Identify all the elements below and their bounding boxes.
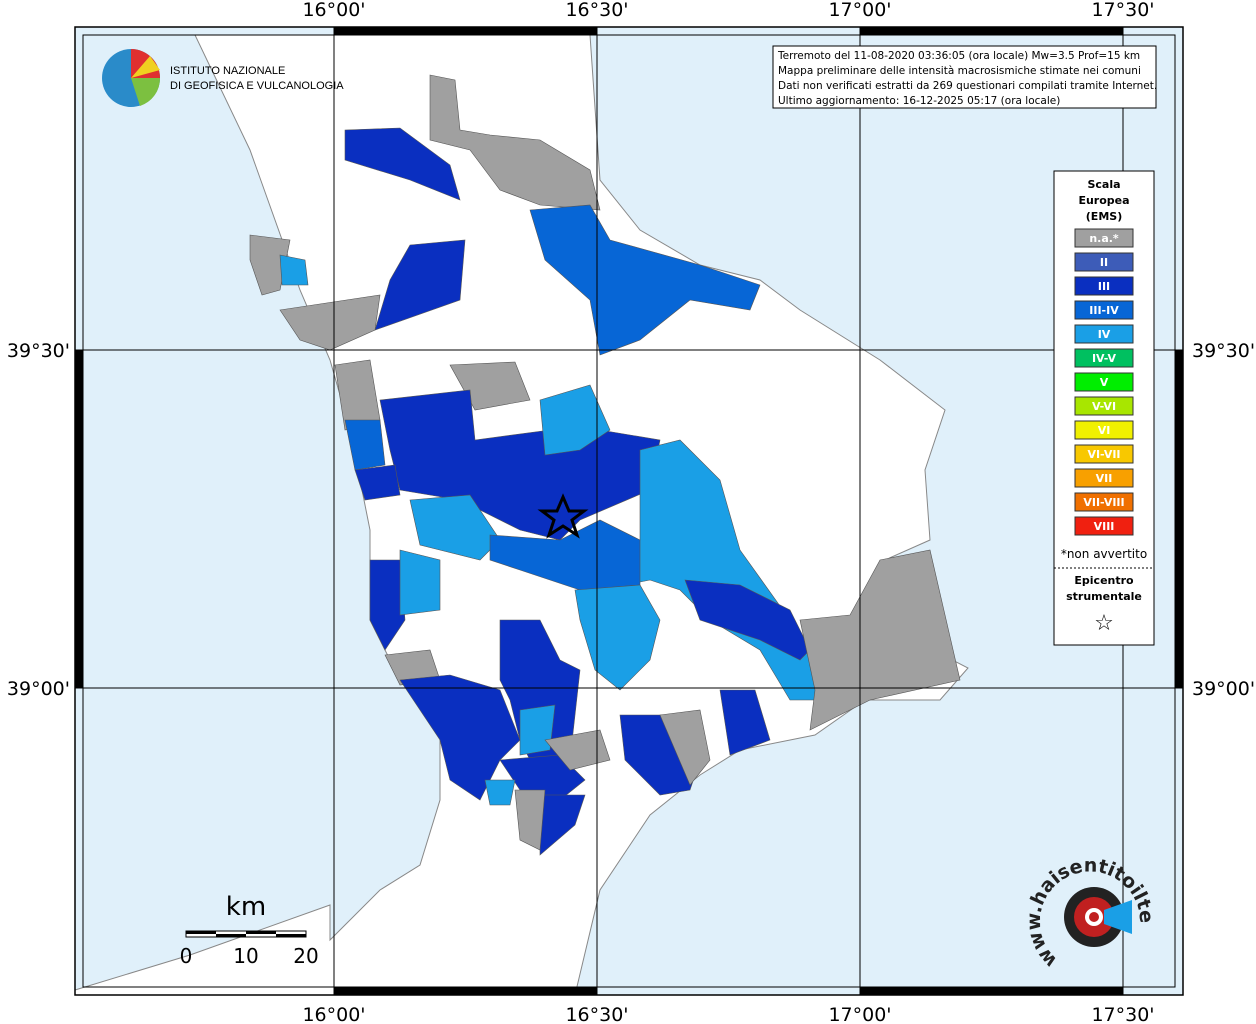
lon-label: 17°00' (828, 1004, 891, 1024)
lat-label: 39°30' (1192, 340, 1255, 362)
legend-swatch (1074, 492, 1134, 512)
lon-label: 17°00' (828, 0, 891, 21)
scale-tick: 20 (293, 944, 318, 968)
legend-swatch (1074, 228, 1134, 248)
info-line: Terremoto del 11-08-2020 03:36:05 (ora l… (777, 50, 1140, 62)
epicenter-symbol: ☆ (1094, 611, 1114, 636)
institute-line: ISTITUTO NAZIONALE (170, 65, 285, 77)
legend-swatch (1074, 516, 1134, 536)
scale-bar: km 0 10 20 (180, 892, 319, 968)
legend-title: (EMS) (1086, 210, 1122, 223)
institute-line: DI GEOFISICA E VULCANOLOGIA (170, 80, 344, 92)
epicenter-label: Epicentro (1074, 574, 1134, 587)
epicenter-star (537, 493, 589, 539)
legend-label: V (1100, 376, 1109, 389)
ingv-logo: ISTITUTO NAZIONALE DI GEOFISICA E VULCAN… (102, 49, 344, 107)
legend-label: V-VI (1092, 400, 1116, 413)
info-line: Ultimo aggiornamento: 16-12-2025 05:17 (… (778, 95, 1060, 107)
legend-swatch (1074, 468, 1134, 488)
legend: Scala Europea (EMS) *non avvertito Epice… (1053, 170, 1155, 646)
legend-label: III (1098, 280, 1110, 293)
legend-swatch (1074, 324, 1134, 344)
legend-swatch (1074, 252, 1134, 272)
legend-label: IV (1098, 328, 1111, 341)
legend-label: VI (1098, 424, 1111, 437)
legend-note: *non avvertito (1061, 547, 1147, 561)
lon-label: 17°30' (1091, 1004, 1154, 1024)
legend-title: Europea (1078, 194, 1129, 207)
legend-label: VII-VIII (1083, 496, 1124, 509)
legend-label: II (1100, 256, 1108, 269)
lon-label: 16°00' (302, 1004, 365, 1024)
lon-label: 16°00' (302, 0, 365, 21)
info-line: Dati non verificati estratti da 269 ques… (778, 80, 1157, 92)
lat-label: 39°00' (1192, 678, 1255, 700)
info-line: Mappa preliminare delle intensità macros… (778, 65, 1141, 77)
legend-label: IV-V (1092, 352, 1117, 365)
lon-label: 17°30' (1091, 0, 1154, 21)
legend-label: III-IV (1089, 304, 1119, 317)
regions (249, 74, 961, 856)
lat-label: 39°30' (7, 340, 70, 362)
coordinate-labels: 16°00' 16°00' 16°30' 16°30' 17°00' 17°00' 17°3… (7, 0, 1255, 1024)
legend-title: Scala (1087, 178, 1120, 191)
legend-label: VII (1096, 472, 1113, 485)
legend-label: VI-VII (1087, 448, 1120, 461)
legend-swatch (1074, 396, 1134, 416)
lon-label: 16°30' (565, 1004, 628, 1024)
legend-swatch (1074, 372, 1134, 392)
info-box: Terremoto del 11-08-2020 03:36:05 (ora l… (772, 45, 1157, 109)
scale-tick: 10 (233, 944, 258, 968)
legend-label: VIII (1094, 520, 1115, 533)
lat-label: 39°00' (7, 678, 70, 700)
legend-swatch (1074, 300, 1134, 320)
legend-label: n.a.* (1089, 232, 1119, 245)
scale-unit: km (226, 892, 266, 922)
legend-swatch (1074, 348, 1134, 368)
scale-tick: 0 (180, 944, 193, 968)
map-frame (74, 26, 1184, 996)
legend-swatch (1074, 444, 1134, 464)
lon-label: 16°30' (565, 0, 628, 21)
legend-swatch (1074, 276, 1134, 296)
legend-swatch (1074, 420, 1134, 440)
epicenter-label: strumentale (1066, 590, 1142, 603)
